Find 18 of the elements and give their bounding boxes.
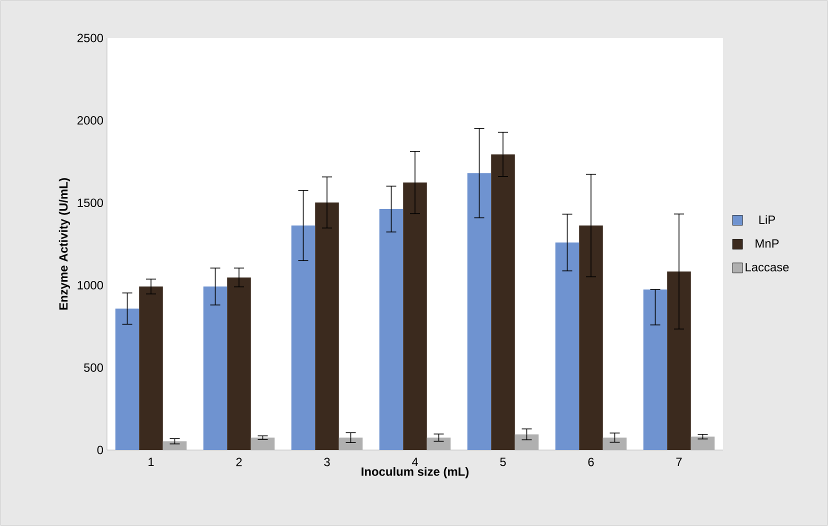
legend-label: MnP: [756, 239, 779, 248]
legend-label: Laccase: [746, 263, 789, 272]
x-tick-label: 3: [324, 458, 330, 466]
x-axis-title: Inoculum size (mL): [362, 467, 469, 478]
x-tick-label: 1: [148, 458, 154, 466]
x-tick-label: 6: [588, 458, 594, 466]
y-tick-label: 500: [84, 363, 104, 372]
x-tick-label: 2: [236, 458, 242, 466]
y-tick-label: 2500: [77, 34, 104, 42]
x-tick-label: 4: [412, 458, 418, 466]
y-tick-label: 2000: [77, 116, 104, 125]
y-tick-label: 1500: [78, 198, 104, 208]
y-tick-label: 1000: [78, 280, 104, 290]
y-tick-label: 0: [97, 446, 104, 454]
x-tick-label: 7: [676, 458, 682, 466]
x-tick-label: 5: [500, 458, 506, 466]
y-axis-title: Enzyme Activity (U/mL): [58, 178, 70, 310]
legend-label: LiP: [759, 215, 776, 224]
